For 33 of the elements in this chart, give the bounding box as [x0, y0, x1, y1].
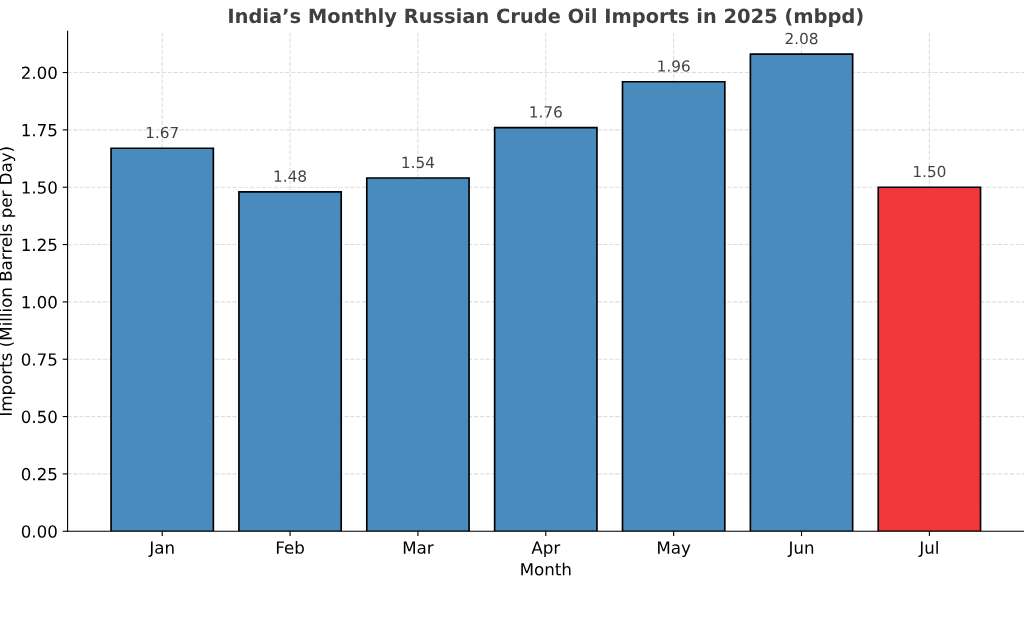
y-tick-label: 1.75 [22, 124, 57, 137]
x-tick-label: Jan [148, 541, 174, 557]
bar [493, 126, 598, 532]
x-tick-label: Jul [918, 540, 938, 557]
y-tick-label: 0.75 [21, 353, 57, 366]
data-label: 1.67 [146, 126, 178, 139]
y-tick-label: 0.00 [21, 525, 57, 538]
bar [749, 53, 854, 532]
chart-title: India’s Monthly Russian Crude Oil Imports in 2025 (mbpd) [229, 8, 863, 28]
bar [621, 80, 726, 532]
data-label: 2.08 [785, 32, 818, 45]
y-tick-label: 1.00 [22, 295, 57, 309]
bar [365, 177, 470, 532]
x-tick-label: Jun [787, 541, 814, 557]
data-label: 1.96 [658, 60, 690, 72]
y-tick-label: 0.25 [21, 467, 57, 481]
x-tick-label: Apr [531, 541, 561, 558]
data-label: 1.50 [914, 165, 946, 178]
x-tick-label: Feb [276, 540, 304, 554]
data-label: 1.48 [274, 170, 307, 182]
data-label: 1.54 [402, 156, 435, 169]
y-tick-label: 0.50 [21, 410, 57, 424]
x-tick-label: May [658, 541, 691, 558]
data-label: 1.76 [530, 106, 562, 118]
y-tick-label: 1.25 [22, 238, 57, 252]
bar [238, 190, 343, 532]
y-axis-title: Imports (Million Barrels per Day) [0, 147, 16, 415]
y-tick-label: 1.50 [22, 181, 57, 194]
bar [110, 147, 215, 532]
x-tick-label: Mar [403, 541, 434, 554]
bar [877, 186, 982, 532]
y-tick-label: 2.00 [21, 66, 57, 80]
x-axis-title: Month [521, 562, 571, 576]
